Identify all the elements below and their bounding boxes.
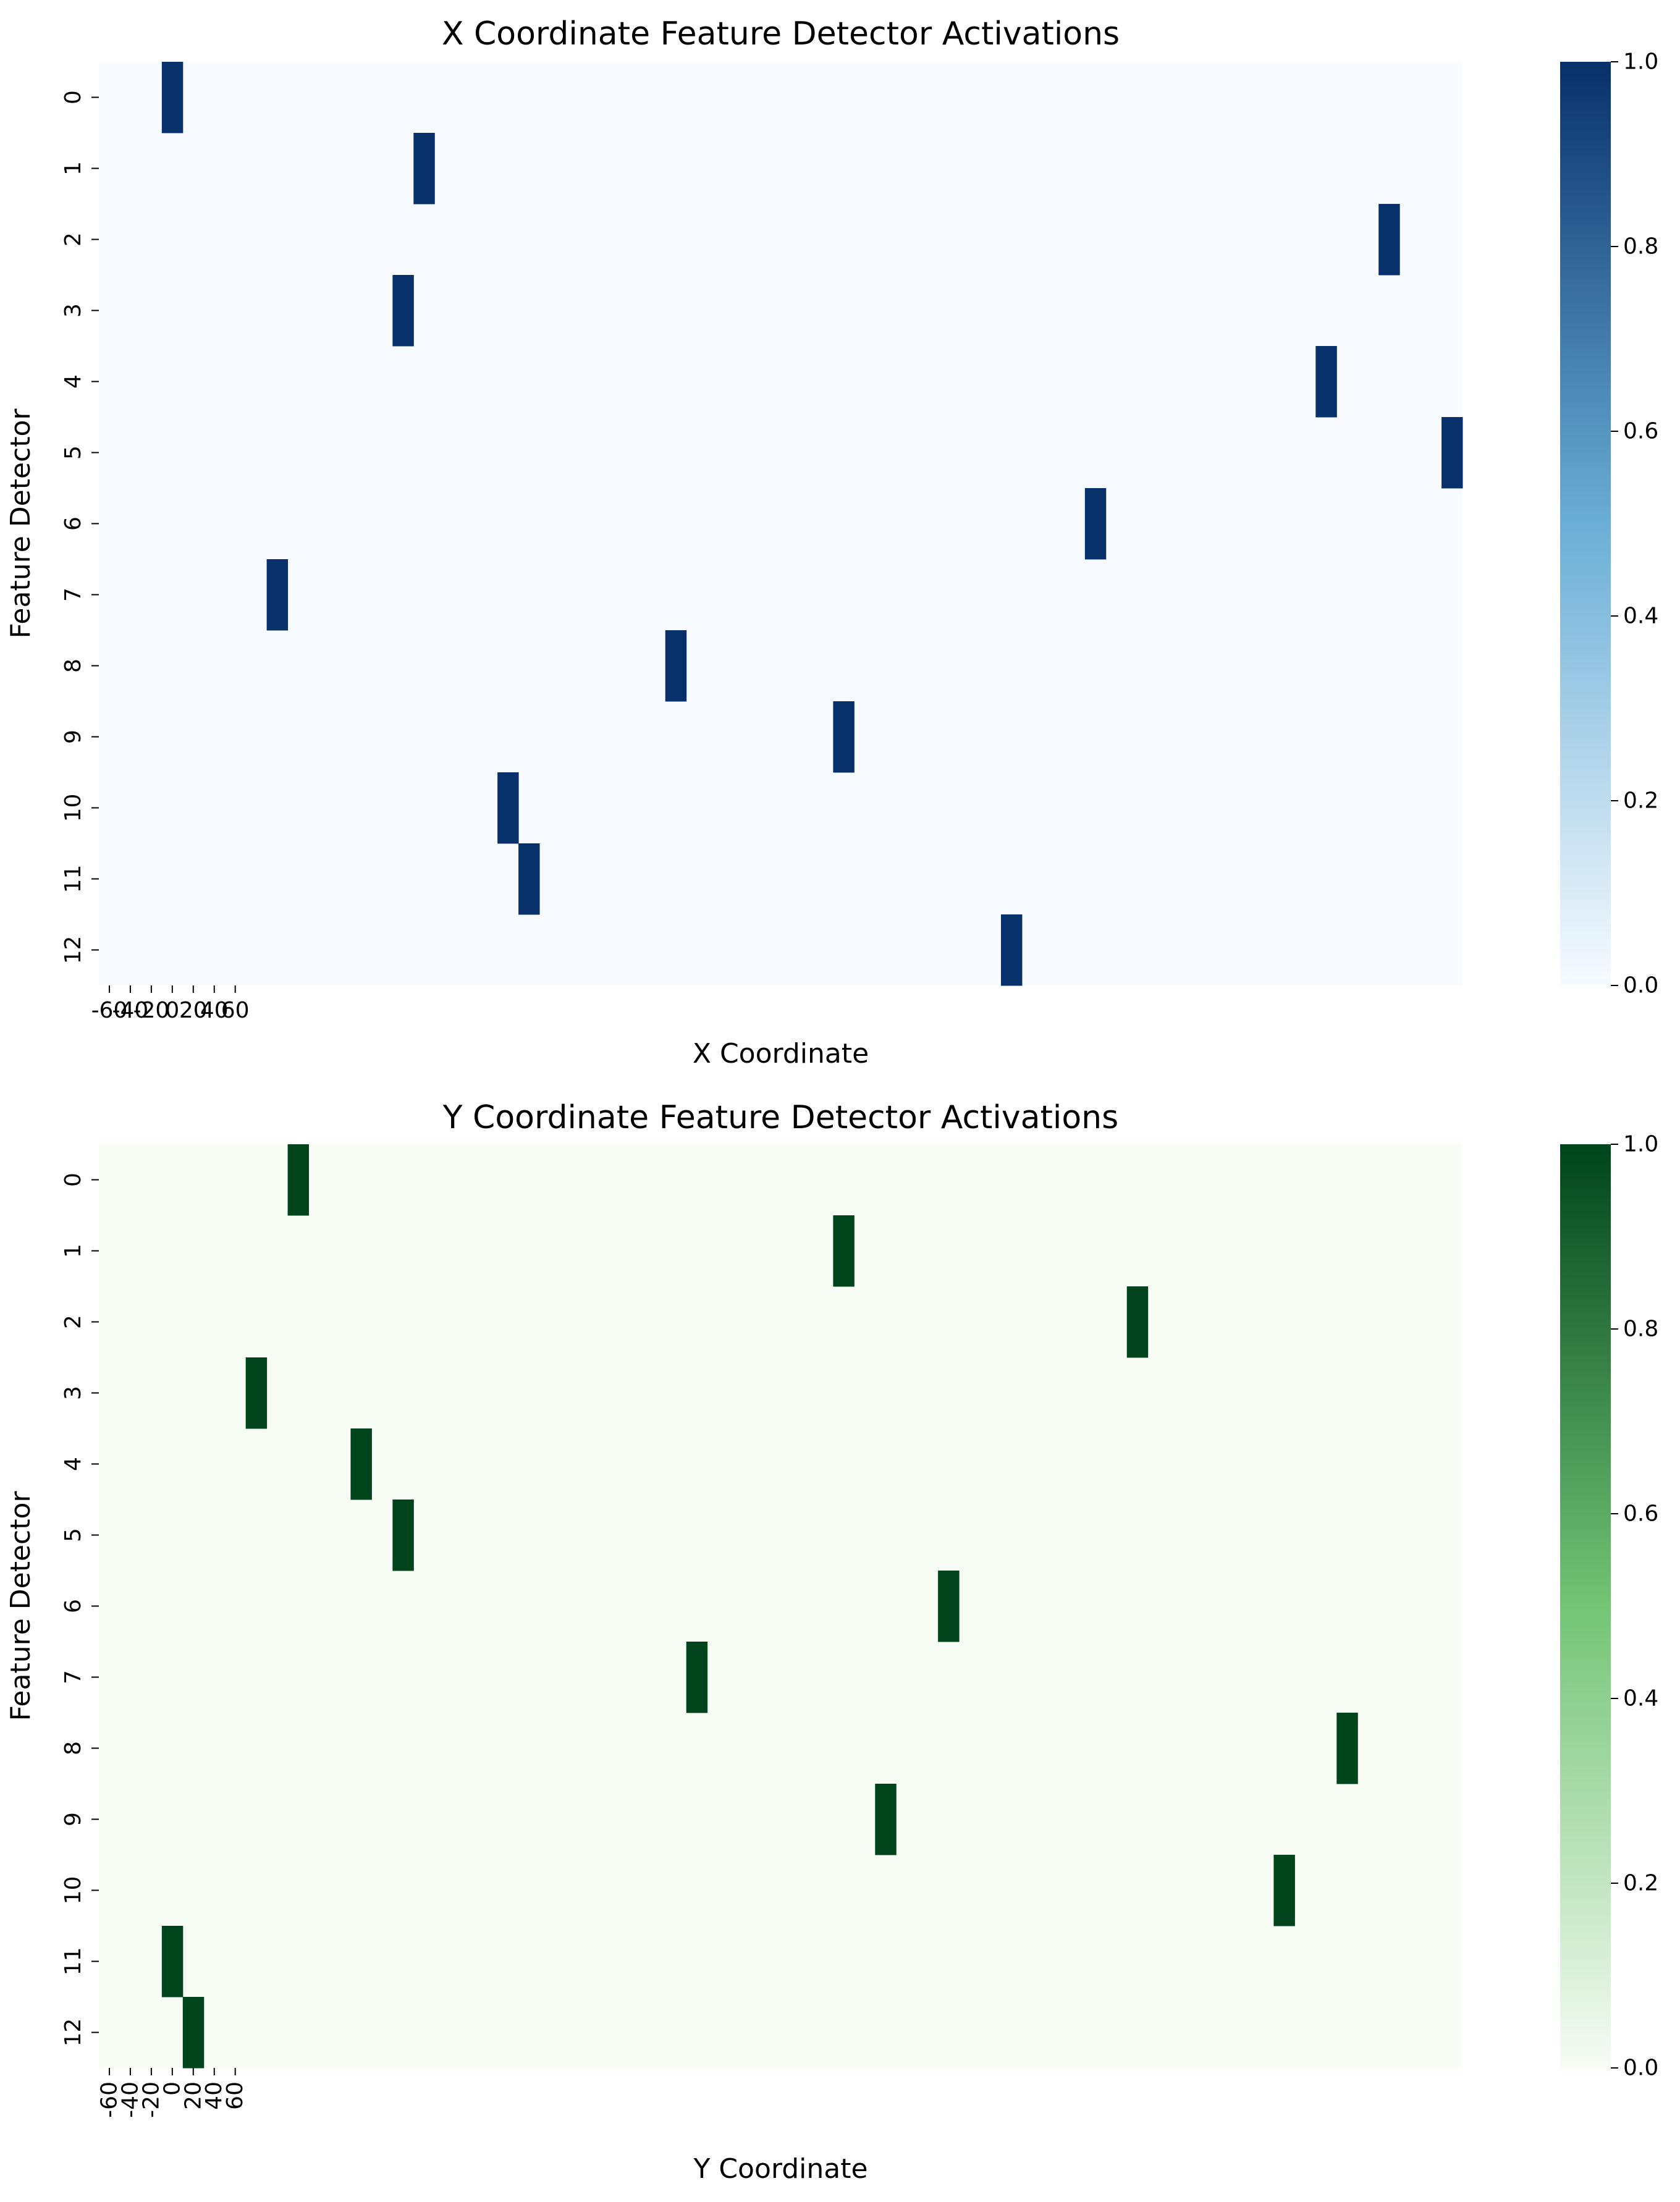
y-tick-label: 7 [61, 1670, 86, 1684]
y-tick-label: 8 [61, 1741, 86, 1755]
y-tick-label: 9 [61, 1812, 86, 1826]
colorbar-tick-label: 0.6 [1623, 1501, 1658, 1527]
y-tick-label: 2 [61, 1315, 86, 1329]
y-tick-label: 0 [61, 90, 86, 104]
heatmap-panel-y: Y Coordinate Feature Detector Activation… [5, 1099, 1658, 2185]
heatmap-panel-x: X Coordinate Feature Detector Activation… [5, 15, 1658, 1069]
colorbar-tick-label: 0.2 [1623, 1871, 1658, 1896]
y-tick-label: 3 [61, 1386, 86, 1400]
heatmap-cell-row-7 [266, 559, 289, 631]
y-tick-label: 11 [61, 865, 86, 893]
y-axis-label: Feature Detector [5, 1491, 36, 1721]
heatmap-cell-row-4 [1315, 346, 1337, 418]
y-tick-label: 9 [61, 730, 86, 744]
y-tick-label: 6 [61, 517, 86, 531]
colorbar-tick-label: 0.6 [1623, 419, 1658, 444]
heatmap-background [99, 1144, 1463, 2068]
x-tick-label: -20 [138, 2082, 164, 2118]
chart-title: Y Coordinate Feature Detector Activation… [442, 1099, 1118, 1136]
x-tick-label: 60 [221, 998, 250, 1023]
y-tick-label: 7 [61, 588, 86, 602]
heatmap-cell-row-4 [350, 1428, 372, 1500]
colorbar-tick-label: 0.4 [1623, 1686, 1658, 1711]
heatmap-cell-row-2 [1378, 204, 1400, 276]
heatmap-cell-row-8 [1336, 1713, 1358, 1784]
y-tick-label: 5 [61, 1528, 86, 1542]
colorbar [1560, 1144, 1611, 2068]
x-tick-label: 20 [179, 998, 208, 1023]
heatmap-cell-row-6 [938, 1571, 960, 1642]
heatmap-cell-row-6 [1084, 488, 1107, 560]
colorbar-tick-label: 0.0 [1623, 2056, 1658, 2081]
colorbar-tick-label: 0.0 [1623, 973, 1658, 998]
y-tick-label: 10 [61, 1876, 86, 1905]
heatmap-cell-row-10 [1273, 1855, 1295, 1926]
heatmap-cell-row-9 [833, 701, 855, 773]
heatmap-cell-row-0 [287, 1144, 310, 1216]
heatmap-cell-row-8 [665, 630, 687, 702]
y-tick-label: 4 [61, 1457, 86, 1471]
x-tick-label: -60 [96, 2082, 122, 2118]
chart-title: X Coordinate Feature Detector Activation… [442, 15, 1120, 53]
heatmap-cell-row-11 [161, 1926, 184, 1997]
heatmap-cell-row-2 [1126, 1286, 1149, 1358]
heatmap-cell-row-10 [497, 772, 519, 844]
x-tick-label: 0 [165, 998, 179, 1023]
x-tick-label: -60 [91, 998, 128, 1023]
y-tick-label: 11 [61, 1947, 86, 1976]
y-tick-label: 2 [61, 232, 86, 247]
colorbar-tick-label: 0.4 [1623, 604, 1658, 629]
y-tick-label: 1 [61, 1244, 86, 1258]
x-tick-label: -40 [112, 998, 149, 1023]
x-tick-label: -20 [133, 998, 169, 1023]
y-tick-label: 12 [61, 936, 86, 964]
colorbar-tick-label: 0.2 [1623, 788, 1658, 814]
x-tick-label: 20 [180, 2082, 206, 2110]
colorbar-tick-label: 1.0 [1623, 1132, 1658, 1157]
colorbar-tick-label: 0.8 [1623, 1317, 1658, 1342]
y-tick-label: 10 [61, 794, 86, 822]
y-axis-label: Feature Detector [5, 408, 36, 639]
heatmap-cell-row-5 [392, 1500, 414, 1571]
heatmap-cell-row-11 [518, 843, 540, 915]
y-tick-label: 5 [61, 445, 86, 460]
heatmap-cell-row-12 [182, 1997, 205, 2069]
y-tick-label: 6 [61, 1599, 86, 1613]
colorbar-tick-label: 1.0 [1623, 49, 1658, 75]
y-tick-label: 4 [61, 374, 86, 389]
colorbar [1560, 62, 1611, 985]
x-tick-label: 0 [159, 2082, 185, 2096]
colorbar-tick-label: 0.8 [1623, 234, 1658, 259]
x-axis-label: Y Coordinate [693, 2153, 867, 2185]
y-tick-label: 0 [61, 1173, 86, 1187]
heatmap-cell-row-1 [833, 1215, 855, 1287]
heatmap-background [99, 62, 1463, 985]
heatmap-cell-row-5 [1442, 417, 1463, 489]
heatmap-cell-row-12 [1001, 914, 1023, 986]
y-tick-label: 1 [61, 161, 86, 175]
y-tick-label: 3 [61, 303, 86, 318]
heatmap-cell-row-0 [161, 62, 184, 133]
x-tick-label: 40 [200, 998, 229, 1023]
heatmap-cell-row-3 [245, 1357, 268, 1429]
y-tick-label: 12 [61, 2018, 86, 2047]
heatmap-cell-row-7 [686, 1642, 708, 1713]
x-tick-label: 40 [201, 2082, 227, 2110]
x-tick-label: 60 [222, 2082, 248, 2110]
x-axis-label: X Coordinate [693, 1038, 869, 1069]
heatmap-cell-row-3 [392, 275, 414, 347]
x-tick-label: -40 [117, 2082, 143, 2118]
y-tick-label: 8 [61, 659, 86, 673]
heatmap-cell-row-9 [875, 1784, 897, 1855]
heatmap-cell-row-1 [413, 133, 435, 205]
